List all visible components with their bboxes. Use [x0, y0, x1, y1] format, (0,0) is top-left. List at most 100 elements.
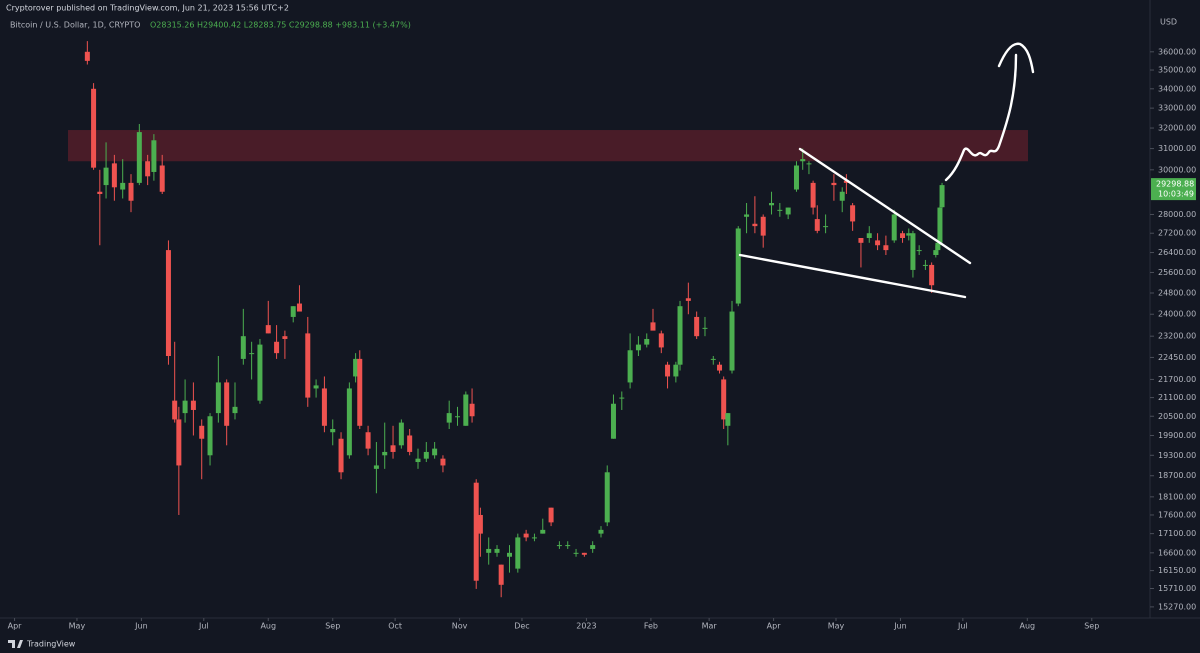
- candle-body: [190, 400, 196, 410]
- candle-body: [806, 163, 812, 165]
- candle-body: [752, 223, 758, 227]
- y-tick-label: 24000.00: [1158, 310, 1196, 319]
- candle-body: [321, 388, 327, 426]
- candle-body: [473, 482, 479, 581]
- y-tick-label: 17600.00: [1158, 510, 1196, 519]
- candle-body: [839, 191, 845, 201]
- candle-body: [573, 552, 579, 554]
- x-tick-label: Dec: [514, 622, 529, 631]
- candle-body: [729, 311, 735, 371]
- candle-body: [365, 432, 371, 449]
- candle-body: [257, 344, 263, 401]
- last-price-box: [1151, 178, 1196, 201]
- x-tick-label: Jul: [198, 622, 209, 631]
- candle-body: [346, 388, 352, 456]
- candle-body: [843, 180, 849, 183]
- candle-body: [850, 205, 856, 222]
- candle-body: [677, 306, 683, 365]
- candle-body: [717, 364, 723, 371]
- brand-name: TradingView: [26, 640, 76, 649]
- candle-body: [598, 529, 604, 534]
- wedge-lower-line: [738, 253, 967, 299]
- candle-body: [540, 529, 546, 534]
- candle-body: [249, 353, 255, 355]
- candle-body: [136, 132, 142, 183]
- candle-body: [103, 167, 109, 186]
- candle-body: [523, 533, 529, 538]
- candle-body: [353, 358, 359, 377]
- candle-body: [330, 429, 336, 433]
- candle-body: [265, 325, 271, 334]
- candle-body: [906, 233, 912, 236]
- candle-body: [777, 209, 783, 211]
- candle-body: [916, 250, 922, 252]
- y-tick-label: 22450.00: [1158, 353, 1196, 362]
- candle-body: [814, 219, 820, 231]
- candle-body: [159, 165, 165, 192]
- y-tick-label: 24800.00: [1158, 289, 1196, 298]
- candle-body: [224, 382, 230, 426]
- candle-body: [232, 406, 238, 414]
- candle-body: [635, 344, 641, 351]
- candle-body: [290, 306, 296, 317]
- y-tick-label: 21100.00: [1158, 393, 1196, 402]
- y-tick-label: 16600.00: [1158, 548, 1196, 557]
- candle-body: [313, 385, 319, 389]
- candle-body: [721, 379, 727, 420]
- candle-body: [810, 182, 816, 208]
- candle-body: [182, 400, 188, 414]
- y-tick-label: 15270.00: [1158, 602, 1196, 611]
- candle-body: [469, 403, 475, 417]
- candle-body: [548, 507, 554, 523]
- candle-body: [935, 242, 941, 251]
- y-tick-label: 20500.00: [1158, 412, 1196, 421]
- candle-body: [556, 545, 562, 547]
- candle-body: [390, 445, 396, 452]
- candle-body: [382, 451, 388, 456]
- candle-body: [604, 472, 610, 523]
- candle-body: [922, 264, 928, 266]
- candle-body: [627, 350, 633, 383]
- candle-body: [581, 552, 587, 555]
- x-tick-label: Aug: [260, 622, 276, 631]
- candle-body: [710, 358, 716, 360]
- y-tick-label: 27200.00: [1158, 229, 1196, 238]
- x-tick-label: May: [69, 622, 86, 631]
- candle-body: [207, 416, 213, 456]
- publisher-note: Cryptorover published on TradingView.com…: [6, 4, 289, 13]
- candle-body: [590, 545, 596, 549]
- candle-body: [694, 316, 700, 337]
- candle-body: [883, 245, 889, 251]
- candle-body: [296, 303, 302, 312]
- y-tick-label: 18100.00: [1158, 492, 1196, 501]
- candle-body: [531, 537, 537, 539]
- y-tick-label: 16150.00: [1158, 566, 1196, 575]
- y-tick-label: 23200.00: [1158, 332, 1196, 341]
- candle-body: [486, 548, 492, 553]
- candle-body: [151, 140, 157, 172]
- y-tick-label: 35000.00: [1158, 66, 1196, 75]
- y-tick-label: 36000.00: [1158, 47, 1196, 56]
- y-tick-label: 33000.00: [1158, 104, 1196, 113]
- x-tick-label: Jun: [893, 622, 907, 631]
- x-tick-label: Aug: [1019, 622, 1035, 631]
- candle-body: [84, 51, 90, 61]
- candle-body: [565, 545, 571, 547]
- candle-body: [498, 564, 504, 585]
- candle-body: [463, 394, 469, 426]
- candle-body: [515, 537, 521, 569]
- x-tick-label: Mar: [702, 622, 718, 631]
- y-tick-label: 25600.00: [1158, 268, 1196, 277]
- candle-body: [658, 333, 664, 348]
- candle-body: [685, 298, 691, 301]
- candle-body: [282, 336, 288, 339]
- candle-body: [725, 413, 731, 426]
- candle-body: [823, 226, 829, 228]
- currency-label: USD: [1160, 18, 1177, 27]
- candle-body: [215, 382, 221, 414]
- time-axis: Apr May Jun Jul Aug Sep Oct Nov Dec 2023 Feb Mar Apr…: [8, 618, 1099, 631]
- symbol-label: Bitcoin / U.S. Dollar, 1D, CRYPTO: [10, 21, 140, 30]
- candle-body: [735, 228, 741, 304]
- candle-body: [172, 400, 178, 420]
